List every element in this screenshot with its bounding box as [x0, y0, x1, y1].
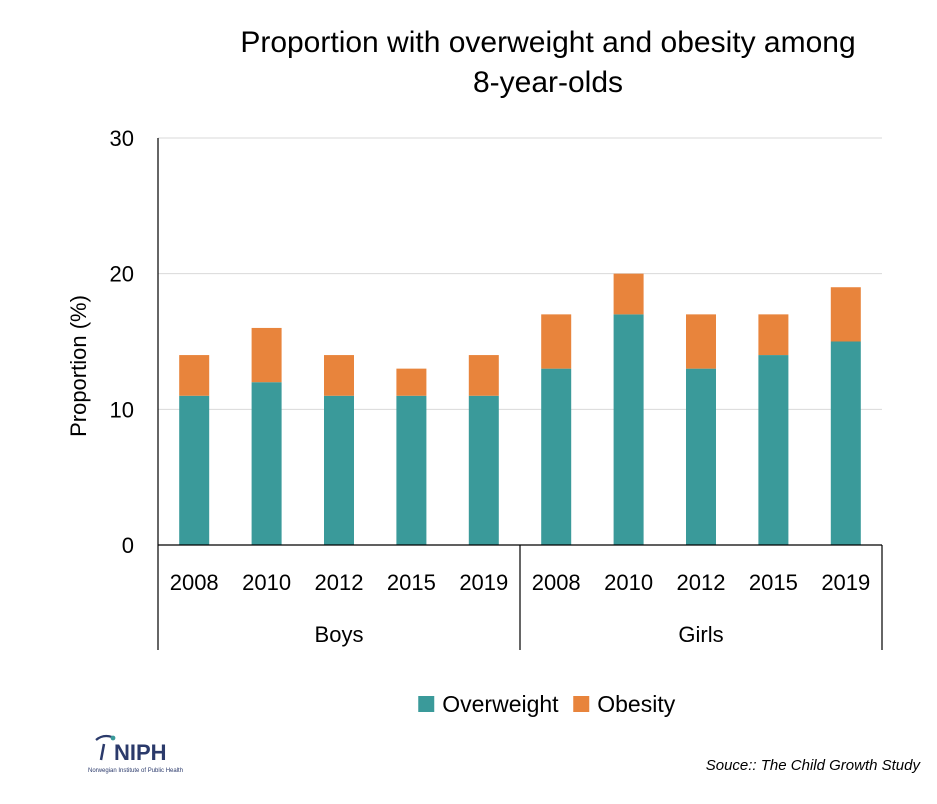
x-tick-label: 2012	[677, 570, 726, 595]
x-tick-label: 2015	[387, 570, 436, 595]
bar-overweight-8	[686, 368, 716, 545]
logo-name: NIPH	[114, 740, 167, 765]
bar-obesity-5	[468, 355, 499, 396]
bar-obesity-8	[686, 314, 716, 369]
x-tick-labels: 2008 2010 2012 2015 2019 2008 2010 2012 2015 2019	[170, 570, 871, 595]
x-tick-label: 2008	[170, 570, 219, 595]
y-axis-title: Proportion (%)	[66, 295, 91, 437]
bar-obesity-2	[251, 327, 282, 383]
bar-obesity-1	[179, 355, 210, 396]
logo-mark-icon	[95, 734, 116, 761]
legend: Overweight Obesity	[418, 691, 676, 717]
chart-title: Proportion with overweight and obesity a…	[240, 26, 855, 99]
bar-overweight-2	[251, 382, 282, 545]
legend-swatch-obesity	[573, 696, 590, 712]
y-tick-label: 10	[110, 397, 134, 422]
bar-obesity-6	[541, 314, 572, 369]
bar-overweight-10	[830, 341, 861, 545]
x-tick-label: 2008	[532, 570, 581, 595]
logo-subtitle: Norwegian Institute of Public Health	[88, 768, 183, 774]
bar-overweight-6	[541, 368, 572, 545]
bar-overweight-4	[396, 395, 427, 545]
legend-label-overweight: Overweight	[442, 691, 559, 717]
bar-overweight-9	[758, 355, 789, 545]
bar-overweight-3	[324, 395, 354, 545]
x-tick-label: 2010	[604, 570, 653, 595]
x-tick-label: 2015	[749, 570, 798, 595]
group-labels: Boys Girls	[315, 622, 724, 647]
bar-obesity-10	[830, 287, 861, 342]
x-tick-label: 2019	[821, 570, 870, 595]
y-tick-label: 30	[110, 126, 134, 151]
legend-swatch-overweight	[418, 696, 435, 712]
chart-title-line-2: 8-year-olds	[473, 66, 623, 99]
bar-obesity-3	[324, 355, 354, 396]
y-tick-label: 0	[122, 533, 134, 558]
bars	[179, 273, 861, 545]
bar-obesity-4	[396, 368, 427, 396]
x-tick-label: 2019	[459, 570, 508, 595]
x-tick-label: 2012	[315, 570, 364, 595]
chart-title-line-1: Proportion with overweight and obesity a…	[240, 26, 855, 59]
group-label-boys: Boys	[315, 622, 364, 647]
y-tick-labels: 0 10 20 30	[110, 126, 134, 558]
y-tick-label: 20	[110, 262, 134, 287]
bar-obesity-7	[613, 273, 644, 315]
group-label-girls: Girls	[678, 622, 723, 647]
bar-overweight-5	[468, 395, 499, 545]
source-note: Souce:: The Child Growth Study	[706, 757, 922, 774]
bar-overweight-7	[613, 314, 644, 545]
axes	[157, 138, 883, 650]
legend-label-obesity: Obesity	[597, 691, 675, 717]
x-tick-label: 2010	[242, 570, 291, 595]
bar-overweight-1	[179, 395, 210, 545]
bar-obesity-9	[758, 314, 789, 356]
niph-logo: NIPH Norwegian Institute of Public Healt…	[88, 734, 183, 774]
